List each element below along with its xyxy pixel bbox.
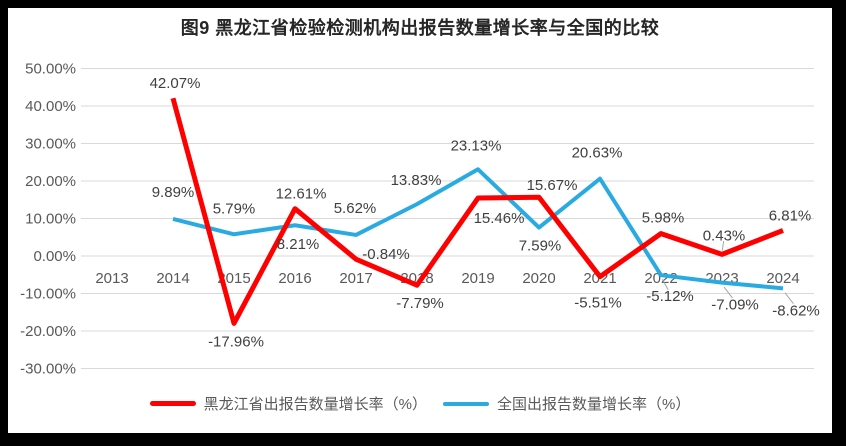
- data-label: 9.89%: [152, 184, 195, 201]
- data-label: -0.84%: [362, 246, 410, 263]
- data-label: -5.12%: [646, 288, 694, 305]
- x-axis-tick-label: 2014: [156, 270, 189, 287]
- data-label: 5.98%: [642, 210, 685, 227]
- y-axis-tick-label: 50.00%: [25, 61, 76, 78]
- data-label: 23.13%: [451, 137, 502, 154]
- legend-label-heilongjiang: 黑龙江省出报告数量增长率（%）: [203, 396, 427, 413]
- national-series-line: [172, 167, 784, 291]
- legend-label-national: 全国出报告数量增长率（%）: [497, 396, 691, 413]
- heilongjiang-series-line: [170, 97, 784, 326]
- data-label: 7.59%: [519, 238, 562, 255]
- x-axis-tick-label: 2015: [217, 270, 250, 287]
- data-label: -5.51%: [574, 295, 622, 312]
- y-axis-tick-label: 10.00%: [25, 211, 76, 228]
- y-axis-tick-label: 0.00%: [33, 248, 76, 265]
- data-label: 15.67%: [527, 177, 578, 194]
- data-label: 5.62%: [334, 200, 377, 217]
- x-axis-tick-label: 2019: [461, 270, 494, 287]
- chart-panel: [8, 8, 832, 433]
- x-axis-tick-label: 2020: [522, 270, 555, 287]
- red-line-swatch: [149, 401, 196, 406]
- x-axis-tick-label: 2013: [95, 270, 128, 287]
- legend-item-heilongjiang: 黑龙江省出报告数量增长率（%）: [149, 393, 427, 414]
- x-axis-tick-label: 2017: [339, 270, 372, 287]
- data-label: 13.83%: [391, 172, 442, 189]
- data-label: 8.21%: [277, 236, 320, 253]
- data-label: 5.79%: [213, 200, 256, 217]
- y-axis-tick-label: -10.00%: [20, 286, 76, 303]
- label-leader-line: [784, 292, 794, 305]
- data-label: -7.09%: [711, 297, 759, 314]
- label-leader-line: [661, 279, 669, 291]
- chart-legend: 黑龙江省出报告数量增长率（%） 全国出报告数量增长率（%）: [8, 393, 832, 414]
- y-axis-tick-label: -30.00%: [20, 361, 76, 378]
- label-leader-line: [723, 286, 733, 299]
- data-label: 20.63%: [572, 145, 623, 162]
- y-axis-tick-label: 30.00%: [25, 136, 76, 153]
- data-label: 12.61%: [276, 186, 327, 203]
- data-label: -17.96%: [208, 333, 264, 350]
- x-axis-tick-label: 2016: [278, 270, 311, 287]
- y-axis-tick-label: -20.00%: [20, 323, 76, 340]
- y-axis-tick-label: 20.00%: [25, 173, 76, 190]
- blue-line-swatch: [443, 401, 489, 406]
- data-label: 42.07%: [150, 75, 201, 92]
- data-label: 15.46%: [474, 210, 525, 227]
- y-axis-tick-label: 40.00%: [25, 98, 76, 115]
- data-label: 6.81%: [769, 207, 812, 224]
- x-axis-tick-label: 2024: [766, 270, 799, 287]
- data-label: 0.43%: [703, 227, 746, 244]
- data-label: -7.79%: [396, 295, 444, 312]
- legend-item-national: 全国出报告数量增长率（%）: [443, 393, 690, 414]
- data-label: -8.62%: [772, 302, 820, 319]
- label-leader-line: [721, 241, 725, 251]
- chart-title: 图9 黑龙江省检验检测机构出报告数量增长率与全国的比较: [180, 18, 660, 38]
